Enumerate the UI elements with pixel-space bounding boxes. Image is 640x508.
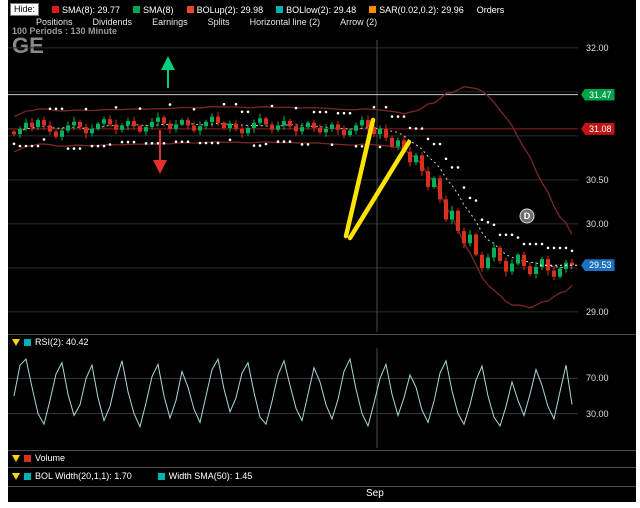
menu-item-earnings[interactable]: Earnings [152,17,188,27]
hide-button[interactable]: Hide: [10,3,40,16]
menu-item-horizontal-line-2[interactable]: Horizontal line (2) [249,17,321,27]
price-axis[interactable]: 32.00 30.50 30.00 29.00 31.47 31.08 29.53 [578,40,636,332]
dividend-marker[interactable]: D [519,208,535,224]
menu-toolbar: Positions Dividends Earnings Splits Horizont… [36,17,377,27]
bol-width-panel-header: BOL Width(20,1,1): 1.70 Width SMA(50): 1… [12,471,252,481]
rsi-label: RSI(2): 40.42 [35,337,89,347]
rsi-panel-header: RSI(2): 40.42 [12,337,89,347]
rsi-axis: 70.00 30.00 [578,348,636,448]
price-badge[interactable]: 31.08 [581,122,615,135]
collapse-triangle-icon[interactable] [12,472,20,480]
volume-color-chip [24,454,31,462]
indicator-label: BOLup(2): 29.98 [196,4,264,15]
indicator-color-chip [52,6,60,13]
indicator-toggle[interactable]: BOLlow(2): 29.48 [276,5,356,15]
collapse-triangle-icon[interactable] [12,454,20,462]
price-tick: 32.00 [586,42,609,53]
up-arrow-icon [161,56,175,70]
indicator-label: Orders [476,4,505,15]
indicator-toggle[interactable]: SMA(8) [133,5,174,15]
indicator-toggle[interactable]: Orders [477,5,505,15]
chart-window: Hide: SMA(8): 29.77 SMA(8) BOLup(2): 29.98… [8,0,636,502]
indicator-toggle[interactable]: BOLup(2): 29.98 [186,4,264,15]
indicator-color-chip [186,6,194,13]
bol-width-color-chip [24,472,31,480]
collapse-triangle-icon[interactable] [12,338,20,346]
panel-divider [8,486,636,487]
indicator-label: BOLlow(2): 29.48 [286,4,357,15]
rsi-panel: RSI(2): 40.42 70.00 30.00 [8,336,636,450]
indicator-label: SMA(8) [143,4,174,15]
indicator-toggle[interactable]: SAR(0.02,0.2): 29.96 [369,5,464,15]
indicator-color-chip [276,6,284,13]
rsi-chart[interactable] [8,348,578,448]
down-arrow-icon [153,160,167,174]
width-sma-label: Width SMA(50): 1.45 [168,471,253,481]
rsi-color-chip [24,338,31,346]
indicator-toolbar: Hide: SMA(8): 29.77 SMA(8) BOLup(2): 29.98… [10,3,504,16]
time-axis: Sep [8,488,636,502]
panel-divider [8,467,636,468]
price-chart[interactable]: D [8,40,578,332]
indicator-label: SAR(0.02,0.2): 29.96 [379,4,464,15]
price-tick: 29.00 [586,306,609,317]
rsi-tick: 70.00 [586,373,609,384]
drawn-trendline[interactable] [343,117,376,239]
menu-item-arrow-2[interactable]: Arrow (2) [340,17,378,27]
price-tick: 30.50 [586,174,609,185]
volume-label: Volume [35,453,66,463]
month-label: Sep [366,488,384,499]
indicator-list: SMA(8): 29.77 SMA(8) BOLup(2): 29.98 BOLlow… [52,5,504,15]
price-badge[interactable]: 31.47 [581,88,615,101]
volume-panel-header: Volume [12,453,65,463]
indicator-color-chip [133,6,141,13]
panel-divider [8,334,636,335]
rsi-tick: 30.00 [586,408,609,419]
indicator-color-chip [369,6,377,13]
bol-width-label: BOL Width(20,1,1): 1.70 [35,471,132,481]
svg-text:D: D [524,211,531,221]
chart-period-info: 100 Periods : 130 Minute [12,26,118,36]
panel-divider [8,450,636,451]
indicator-label: SMA(8): 29.77 [62,4,121,15]
indicator-toggle[interactable]: SMA(8): 29.77 [52,5,120,15]
width-sma-color-chip [157,472,165,480]
drawn-trendline[interactable] [347,139,412,241]
menu-item-dividends[interactable]: Dividends [92,17,133,27]
menu-item-positions[interactable]: Positions [36,17,73,27]
symbol-watermark: GE [12,33,44,58]
price-tick: 30.00 [586,218,609,229]
price-badge[interactable]: 29.53 [581,259,615,272]
menu-item-splits[interactable]: Splits [207,17,230,27]
